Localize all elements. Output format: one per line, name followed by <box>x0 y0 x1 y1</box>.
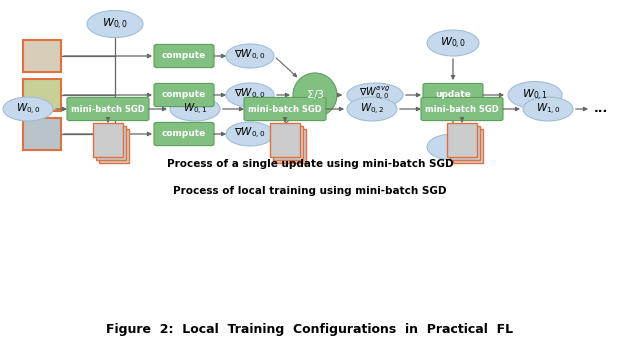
Text: Process of a single update using mini-batch SGD: Process of a single update using mini-ba… <box>166 159 453 169</box>
FancyBboxPatch shape <box>244 97 326 121</box>
Text: $\eta$: $\eta$ <box>448 140 458 154</box>
Ellipse shape <box>226 44 274 68</box>
Text: compute: compute <box>162 129 206 139</box>
Ellipse shape <box>170 97 220 121</box>
FancyBboxPatch shape <box>154 44 214 67</box>
Text: ...: ... <box>594 101 608 115</box>
Text: Process of local training using mini-batch SGD: Process of local training using mini-bat… <box>173 186 447 196</box>
Ellipse shape <box>427 30 479 56</box>
Text: mini-batch SGD: mini-batch SGD <box>425 104 499 114</box>
Text: $W_{0,0}$: $W_{0,0}$ <box>15 101 40 117</box>
Text: $W_{0,2}$: $W_{0,2}$ <box>360 101 384 117</box>
Text: mini-batch SGD: mini-batch SGD <box>248 104 322 114</box>
FancyBboxPatch shape <box>450 126 480 160</box>
FancyBboxPatch shape <box>421 97 503 121</box>
FancyBboxPatch shape <box>154 83 214 106</box>
FancyBboxPatch shape <box>270 123 300 157</box>
Ellipse shape <box>347 97 397 121</box>
FancyBboxPatch shape <box>99 129 129 163</box>
Ellipse shape <box>293 73 337 117</box>
Text: Figure  2:  Local  Training  Configurations  in  Practical  FL: Figure 2: Local Training Configurations … <box>106 322 513 336</box>
Text: $W_{0,1}$: $W_{0,1}$ <box>182 101 207 117</box>
Ellipse shape <box>523 97 573 121</box>
Ellipse shape <box>3 97 53 121</box>
FancyBboxPatch shape <box>447 123 477 157</box>
FancyBboxPatch shape <box>276 129 306 163</box>
Text: compute: compute <box>162 91 206 100</box>
Text: $W_{0,0}$: $W_{0,0}$ <box>102 17 128 32</box>
Text: $W_{0,0}$: $W_{0,0}$ <box>440 36 466 51</box>
Text: $W_{0,1}$: $W_{0,1}$ <box>522 87 548 103</box>
Text: $\nabla W_{0,0}$: $\nabla W_{0,0}$ <box>234 47 266 63</box>
FancyBboxPatch shape <box>273 126 303 160</box>
Text: mini-batch SGD: mini-batch SGD <box>71 104 145 114</box>
FancyBboxPatch shape <box>23 79 61 111</box>
Text: compute: compute <box>162 52 206 60</box>
Ellipse shape <box>226 83 274 107</box>
FancyBboxPatch shape <box>453 129 483 163</box>
Ellipse shape <box>508 81 562 108</box>
Ellipse shape <box>347 83 403 107</box>
FancyBboxPatch shape <box>93 123 123 157</box>
Text: $W_{1,0}$: $W_{1,0}$ <box>536 101 561 117</box>
Text: update: update <box>435 91 471 100</box>
Ellipse shape <box>87 11 143 38</box>
Text: $\nabla W_{0,0}$: $\nabla W_{0,0}$ <box>234 86 266 102</box>
FancyBboxPatch shape <box>423 83 483 106</box>
FancyBboxPatch shape <box>23 118 61 150</box>
Text: $\nabla W_{0,0}$: $\nabla W_{0,0}$ <box>234 125 266 141</box>
Ellipse shape <box>226 122 274 146</box>
Text: $\Sigma/3$: $\Sigma/3$ <box>305 88 324 101</box>
FancyBboxPatch shape <box>67 97 149 121</box>
FancyBboxPatch shape <box>154 122 214 145</box>
FancyBboxPatch shape <box>96 126 126 160</box>
Ellipse shape <box>427 134 479 160</box>
FancyBboxPatch shape <box>23 40 61 72</box>
Text: $\nabla W^{avg}_{0,0}$: $\nabla W^{avg}_{0,0}$ <box>360 84 390 102</box>
